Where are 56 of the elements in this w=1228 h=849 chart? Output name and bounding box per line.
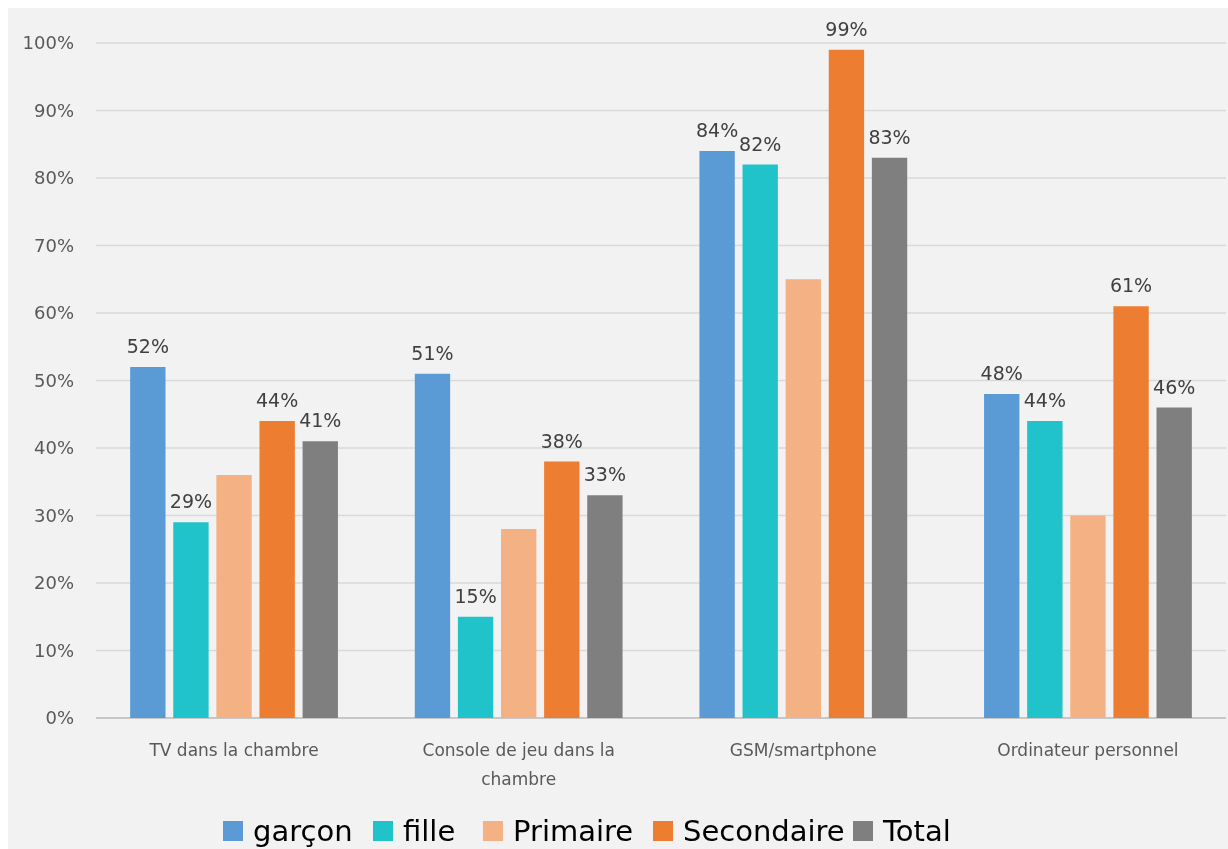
y-tick-label: 20% [33, 572, 74, 594]
y-tick-label: 90% [33, 99, 74, 121]
bar [544, 461, 580, 718]
x-tick-label: GSM/smartphone [729, 740, 877, 760]
bar [828, 49, 865, 718]
bar [699, 151, 735, 718]
data-label: 44% [256, 389, 299, 411]
data-label: 44% [1023, 389, 1066, 411]
data-label: 99% [825, 17, 868, 40]
legend-label: fille [403, 814, 456, 848]
y-tick-label: 0% [45, 707, 74, 729]
y-tick-label: 50% [33, 369, 74, 391]
data-label: 38% [540, 429, 583, 452]
y-tick-label: 40% [33, 437, 74, 459]
bar [501, 529, 537, 718]
data-label: 48% [980, 362, 1023, 384]
y-tick-label: 60% [33, 302, 74, 324]
data-label: 52% [126, 335, 169, 357]
x-tick-label: Console de jeu dans la chambre [422, 740, 615, 789]
bar [1156, 407, 1192, 718]
bar [130, 367, 166, 718]
x-tick-label: TV dans la chambre [148, 740, 319, 760]
legend-label: Primaire [513, 814, 634, 848]
bar [587, 495, 623, 718]
legend-label: Secondaire [683, 814, 845, 848]
data-label: 29% [169, 490, 213, 513]
data-label: 15% [454, 584, 497, 607]
data-label: 51% [411, 341, 454, 364]
bar [414, 373, 451, 718]
bar [216, 475, 252, 718]
bar [1070, 515, 1106, 718]
bar [1027, 421, 1063, 718]
y-tick-label: 30% [33, 504, 74, 526]
data-label: 82% [739, 132, 782, 155]
y-tick-label: 80% [33, 167, 74, 189]
data-label: 46% [1153, 375, 1196, 398]
data-label: 33% [583, 463, 627, 486]
data-label: 41% [299, 409, 342, 432]
bar [259, 421, 295, 718]
bar [871, 157, 908, 718]
y-tick-label: 10% [33, 639, 74, 661]
data-label: 83% [868, 125, 911, 148]
bar [457, 616, 494, 718]
bar [1113, 306, 1149, 718]
x-tick-label: Ordinateur personnel [997, 740, 1179, 760]
bar [785, 279, 821, 718]
bar [984, 394, 1020, 718]
legend-label: Total [882, 814, 951, 848]
bar [742, 164, 778, 718]
bar [302, 441, 338, 718]
y-tick-label: 100% [22, 32, 74, 54]
bar [173, 522, 209, 718]
legend-label: garçon [253, 814, 353, 848]
data-label: 84% [695, 119, 739, 141]
data-label: 61% [1109, 274, 1153, 297]
y-tick-label: 70% [33, 234, 74, 256]
